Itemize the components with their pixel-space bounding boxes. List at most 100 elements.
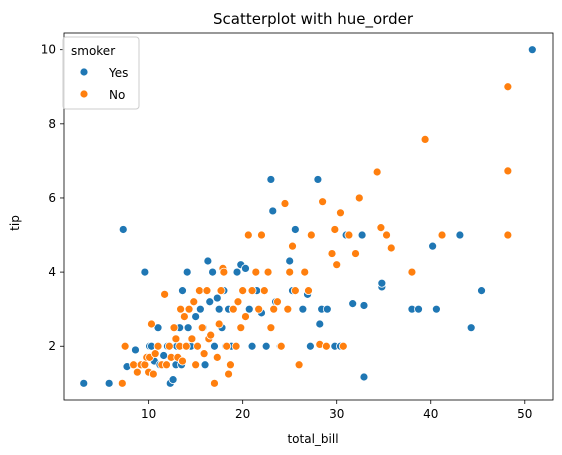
x-tick-label: 40	[423, 407, 438, 421]
data-point	[168, 375, 178, 385]
y-axis: 2 4 6 8 10	[41, 43, 64, 353]
data-point	[266, 175, 276, 184]
data-point	[288, 241, 297, 251]
data-point	[104, 378, 114, 388]
data-point	[147, 319, 156, 329]
data-point	[251, 267, 261, 277]
data-point	[232, 267, 242, 277]
data-point	[285, 256, 295, 266]
data-point	[171, 334, 181, 344]
chart-title: Scatterplot with hue_order	[213, 10, 414, 29]
data-point	[199, 349, 209, 359]
data-point	[503, 82, 513, 92]
legend-marker-no	[79, 89, 89, 99]
x-tick-label: 30	[329, 407, 344, 421]
data-point	[269, 304, 279, 314]
data-point	[164, 341, 174, 351]
data-point	[273, 297, 282, 307]
data-point	[407, 267, 417, 277]
data-point	[290, 225, 300, 234]
data-point	[276, 341, 286, 351]
data-point	[259, 286, 269, 296]
data-point	[228, 304, 238, 314]
data-point	[414, 304, 423, 314]
data-point	[431, 304, 441, 314]
data-point	[306, 230, 316, 240]
data-point	[332, 260, 342, 270]
data-point	[322, 304, 332, 314]
data-point	[327, 249, 337, 258]
data-point	[503, 166, 513, 176]
data-point	[205, 297, 215, 307]
data-point	[178, 356, 187, 366]
data-point	[178, 286, 187, 296]
data-point	[222, 341, 232, 351]
data-point	[305, 341, 315, 351]
data-point	[376, 223, 386, 233]
legend-label-yes: Yes	[108, 66, 128, 80]
data-point	[247, 286, 257, 296]
data-point	[351, 249, 360, 258]
data-point	[206, 330, 216, 340]
x-axis-label: total_bill	[287, 432, 338, 446]
data-point	[120, 341, 130, 351]
data-point	[285, 267, 295, 277]
data-point	[348, 299, 358, 309]
x-tick-label: 50	[517, 407, 532, 421]
plot-area	[79, 45, 537, 388]
data-point	[214, 304, 224, 314]
data-point	[428, 241, 438, 251]
data-point	[183, 323, 193, 333]
data-point	[160, 289, 170, 299]
data-point	[231, 341, 241, 351]
y-tick-label: 4	[48, 265, 56, 279]
data-point	[129, 360, 138, 370]
legend-label-no: No	[109, 88, 125, 102]
data-point	[191, 312, 201, 321]
data-point	[153, 323, 163, 333]
data-point	[140, 360, 150, 370]
data-point	[266, 323, 276, 333]
data-point	[193, 341, 202, 351]
data-point	[304, 286, 313, 296]
data-point	[176, 304, 186, 314]
x-tick-label: 20	[235, 407, 250, 421]
data-point	[298, 304, 308, 314]
data-point	[466, 323, 476, 333]
data-point	[131, 345, 140, 355]
data-point	[210, 341, 219, 351]
data-point	[437, 230, 447, 240]
data-point	[357, 230, 367, 240]
legend-title: smoker	[71, 44, 115, 58]
data-point	[268, 206, 278, 216]
data-point	[386, 243, 396, 253]
data-point	[208, 267, 217, 277]
y-axis-label: tip	[8, 215, 22, 231]
data-point	[330, 225, 340, 234]
series-no	[117, 82, 513, 388]
data-point	[254, 304, 264, 314]
data-point	[181, 341, 191, 351]
data-point	[140, 267, 150, 277]
legend-marker-yes	[79, 67, 89, 77]
data-point	[79, 378, 89, 388]
data-point	[294, 360, 304, 370]
data-point	[420, 134, 430, 144]
data-point	[195, 286, 204, 296]
data-point	[224, 369, 233, 379]
y-tick-label: 10	[41, 43, 56, 57]
data-point	[148, 369, 158, 379]
y-tick-label: 6	[48, 191, 56, 205]
data-point	[338, 341, 348, 351]
data-point	[226, 360, 235, 370]
data-point	[257, 230, 266, 240]
y-tick-label: 2	[48, 339, 56, 353]
data-point	[150, 349, 160, 359]
data-point	[359, 301, 369, 310]
data-point	[263, 267, 273, 277]
data-point	[203, 256, 213, 266]
data-point	[359, 372, 369, 382]
y-tick-label: 8	[48, 117, 56, 131]
data-point	[212, 352, 222, 362]
